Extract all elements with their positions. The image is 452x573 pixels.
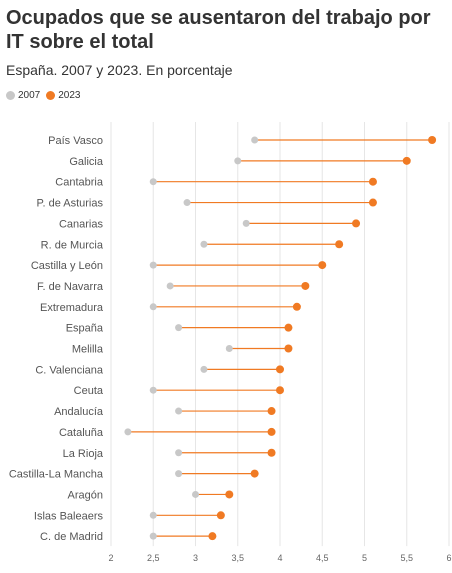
legend-label-2023: 2023: [58, 90, 81, 101]
category-label: Melilla: [72, 344, 104, 356]
point-2023[interactable]: [301, 281, 310, 290]
point-2007[interactable]: [183, 199, 191, 207]
legend-label-2007: 2007: [18, 90, 41, 101]
category-label: País Vasco: [48, 135, 103, 147]
point-2007[interactable]: [175, 407, 183, 415]
point-2023[interactable]: [276, 386, 284, 395]
point-2007[interactable]: [149, 261, 157, 269]
point-2023[interactable]: [267, 448, 276, 457]
category-label: C. de Madrid: [40, 531, 103, 543]
chart-subtitle: España. 2007 y 2023. En porcentaje: [6, 62, 233, 78]
category-label: Islas Baleaers: [34, 510, 104, 522]
category-label: Aragón: [68, 489, 103, 501]
category-label: Castilla-La Mancha: [9, 469, 104, 481]
chart-title: Ocupados que se ausentaron del trabajo p…: [6, 7, 431, 53]
x-tick-label: 5: [362, 553, 367, 563]
point-2007[interactable]: [166, 282, 174, 290]
category-label: C. Valenciana: [35, 364, 104, 376]
category-label: R. de Murcia: [41, 239, 104, 251]
point-2007[interactable]: [149, 532, 157, 540]
point-2007[interactable]: [242, 219, 250, 227]
point-2007[interactable]: [149, 511, 157, 519]
category-label: Ceuta: [74, 385, 104, 397]
point-2023[interactable]: [284, 323, 293, 332]
point-2007[interactable]: [225, 345, 233, 352]
x-tick-label: 4,5: [316, 553, 329, 563]
point-2007[interactable]: [234, 157, 242, 165]
point-2023[interactable]: [284, 344, 293, 353]
category-label: Galicia: [69, 156, 104, 168]
point-2023[interactable]: [250, 469, 259, 478]
point-2023[interactable]: [208, 532, 217, 541]
category-label: Andalucía: [54, 406, 104, 418]
point-2023[interactable]: [276, 365, 284, 374]
dumbbell-chart: 2 2,5 3 3,5 4 4,5 5 5,5 6 País Vasco Galicia Cantab…: [9, 122, 452, 563]
point-2023[interactable]: [225, 490, 234, 499]
point-2023[interactable]: [318, 261, 327, 270]
x-tick-label: 5,5: [400, 553, 413, 563]
point-2023[interactable]: [352, 219, 361, 228]
x-tick-label: 2: [108, 553, 113, 563]
point-2023[interactable]: [292, 302, 301, 311]
x-tick-label: 3,5: [231, 553, 244, 563]
legend-dot-2007: [6, 91, 15, 100]
category-label: La Rioja: [63, 448, 104, 460]
x-tick-label: 6: [446, 553, 451, 563]
category-label: Cantabria: [55, 177, 104, 189]
point-2023[interactable]: [267, 407, 276, 416]
point-2023[interactable]: [335, 240, 344, 249]
point-2023[interactable]: [368, 177, 377, 186]
point-2007[interactable]: [175, 449, 183, 457]
point-2007[interactable]: [200, 240, 208, 248]
x-tick-label: 4: [277, 553, 282, 563]
category-label: Cataluña: [59, 427, 104, 439]
point-2007[interactable]: [251, 136, 259, 144]
category-label: Canarias: [59, 218, 104, 230]
point-2023[interactable]: [402, 156, 411, 165]
x-tick-label: 2,5: [147, 553, 160, 563]
legend-dot-2023: [46, 91, 56, 100]
point-2007[interactable]: [149, 386, 157, 394]
legend-item-2023[interactable]: 2023: [46, 90, 81, 101]
point-2007[interactable]: [149, 303, 157, 311]
point-2023[interactable]: [368, 198, 377, 207]
category-label: Extremadura: [40, 302, 104, 314]
legend: 2007 2023: [6, 90, 87, 101]
x-tick-label: 3: [193, 553, 198, 563]
point-2007[interactable]: [175, 470, 183, 478]
category-label: Castilla y León: [31, 260, 103, 272]
legend-item-2007[interactable]: 2007: [6, 90, 40, 101]
point-2007[interactable]: [149, 178, 157, 186]
category-label: F. de Navarra: [37, 281, 104, 293]
category-label: P. de Asturias: [37, 198, 104, 210]
point-2023[interactable]: [216, 511, 225, 520]
point-2007[interactable]: [192, 490, 199, 498]
point-2023[interactable]: [428, 136, 437, 144]
category-label: España: [66, 323, 104, 335]
point-2007[interactable]: [200, 365, 208, 373]
point-2007[interactable]: [175, 324, 183, 332]
point-2023[interactable]: [267, 427, 276, 436]
point-2007[interactable]: [124, 428, 132, 436]
